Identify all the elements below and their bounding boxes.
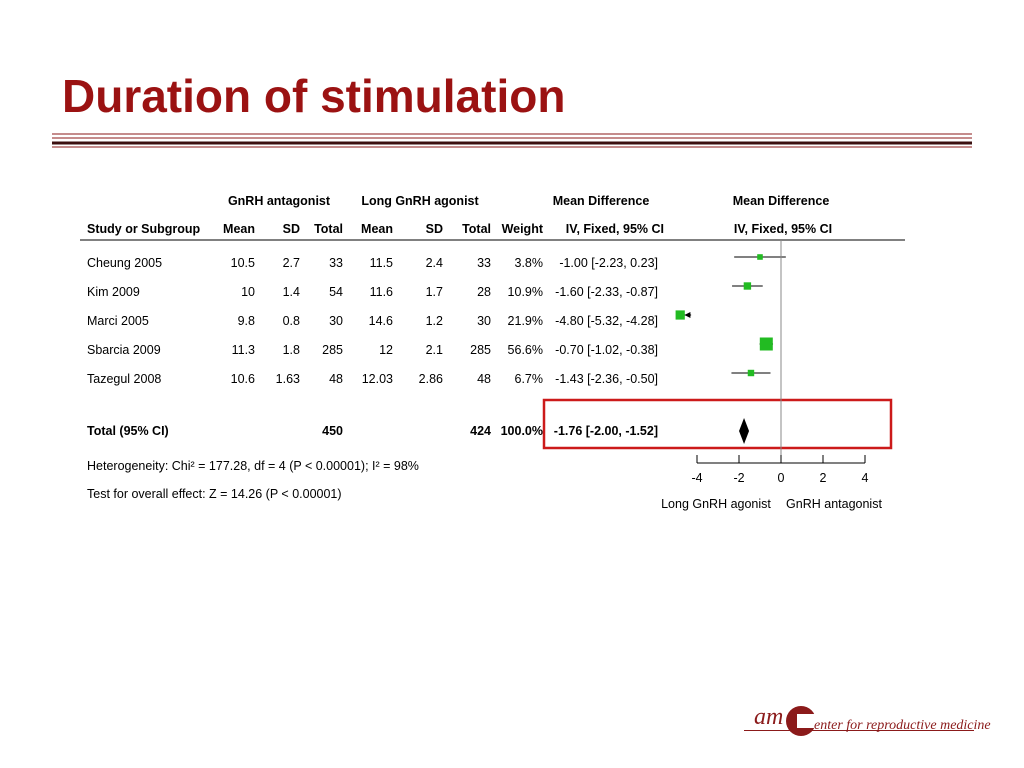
ctl-sd-cell: 1.2 [426,314,443,328]
exp-total-cell: 30 [329,314,343,328]
ctl-sd-cell: 2.86 [419,372,443,386]
group-header-md-plot: Mean Difference [733,194,830,208]
x-tick-label: 0 [778,471,785,485]
ctl-mean-cell: 11.6 [370,285,393,299]
study-marker [759,337,773,351]
exp-mean-cell: 10.6 [231,372,255,386]
study-name: Tazegul 2008 [87,372,161,386]
exp-sd-cell: 1.63 [276,372,300,386]
ci-text-cell: -1.00 [-2.23, 0.23] [559,256,658,270]
overall-effect-text: Test for overall effect: Z = 14.26 (P < … [87,487,342,501]
x-tick-label: -2 [733,471,744,485]
exp-sd-cell: 1.4 [283,285,300,299]
col-header-ctl-sd: SD [426,222,443,236]
x-tick-label: -4 [691,471,702,485]
study-name: Sbarcia 2009 [87,343,161,357]
weight-cell: 56.6% [508,343,543,357]
total-name: Total (95% CI) [87,424,169,438]
favours-left-label: Long GnRH agonist [661,497,771,511]
total-ctl-total: 424 [470,424,491,438]
slide-title: Duration of stimulation [62,70,566,122]
group-header-md-text: Mean Difference [553,194,650,208]
exp-mean-cell: 10.5 [231,256,255,270]
ctl-sd-cell: 2.4 [426,256,443,270]
total-diamond [739,418,750,444]
ctl-mean-cell: 12.03 [362,372,393,386]
amc-logo: am enter for reproductive medicine [744,704,991,744]
ctl-total-cell: 285 [470,343,491,357]
ctl-mean-cell: 14.6 [369,314,393,328]
col-header-exp-mean: Mean [223,222,255,236]
exp-sd-cell: 2.7 [283,256,300,270]
exp-mean-cell: 10 [241,285,255,299]
col-header-ci-plot: IV, Fixed, 95% CI [734,222,832,236]
col-header-exp-total: Total [314,222,343,236]
total-highlight-box [542,398,893,450]
x-tick-label: 4 [862,471,869,485]
ctl-mean-cell: 11.5 [370,256,393,270]
ctl-sd-cell: 2.1 [426,343,443,357]
study-name: Kim 2009 [87,285,140,299]
ci-text-cell: -4.80 [-5.32, -4.28] [555,314,658,328]
total-weight: 100.0% [501,424,543,438]
ci-truncation-arrow [684,312,691,318]
logo-c-mark [786,706,819,736]
exp-sd-cell: 1.8 [283,343,300,357]
study-marker [747,369,755,377]
ci-text-cell: -1.43 [-2.36, -0.50] [555,372,658,386]
exp-total-cell: 285 [322,343,343,357]
exp-total-cell: 54 [329,285,343,299]
ctl-total-cell: 48 [477,372,491,386]
exp-total-cell: 48 [329,372,343,386]
group-header-control: Long GnRH agonist [361,194,479,208]
study-name: Marci 2005 [87,314,149,328]
group-header-experimental: GnRH antagonist [228,194,331,208]
heterogeneity-text: Heterogeneity: Chi² = 177.28, df = 4 (P … [87,459,419,473]
study-marker [675,310,685,320]
weight-cell: 21.9% [508,314,543,328]
col-header-ctl-total: Total [462,222,491,236]
ci-text-cell: -1.60 [-2.33, -0.87] [555,285,658,299]
weight-cell: 3.8% [515,256,544,270]
col-header-study: Study or Subgroup [87,222,201,236]
total-exp-total: 450 [322,424,343,438]
exp-mean-cell: 11.3 [232,343,255,357]
ctl-sd-cell: 1.7 [426,285,443,299]
logo-abbrev: am [754,704,784,730]
title-divider [52,133,972,148]
ctl-total-cell: 30 [477,314,491,328]
exp-sd-cell: 0.8 [283,314,300,328]
study-marker [743,282,752,290]
forest-plot: GnRH antagonist Long GnRH agonist Mean Dif… [80,194,905,511]
col-header-ci-text: IV, Fixed, 95% CI [566,222,664,236]
weight-cell: 10.9% [508,285,543,299]
logo-line [744,730,974,731]
study-marker [757,254,763,260]
weight-cell: 6.7% [515,372,544,386]
col-header-ctl-mean: Mean [361,222,393,236]
total-ci-text: -1.76 [-2.00, -1.52] [554,424,658,438]
ci-text-cell: -0.70 [-1.02, -0.38] [555,343,658,357]
exp-total-cell: 33 [329,256,343,270]
ctl-total-cell: 28 [477,285,491,299]
ctl-mean-cell: 12 [379,343,393,357]
logo-text: enter for reproductive medicine [814,718,991,733]
study-name: Cheung 2005 [87,256,162,270]
favours-right-label: GnRH antagonist [786,497,882,511]
exp-mean-cell: 9.8 [238,314,255,328]
x-tick-label: 2 [820,471,827,485]
col-header-exp-sd: SD [283,222,300,236]
ctl-total-cell: 33 [477,256,491,270]
col-header-weight: Weight [502,222,544,236]
